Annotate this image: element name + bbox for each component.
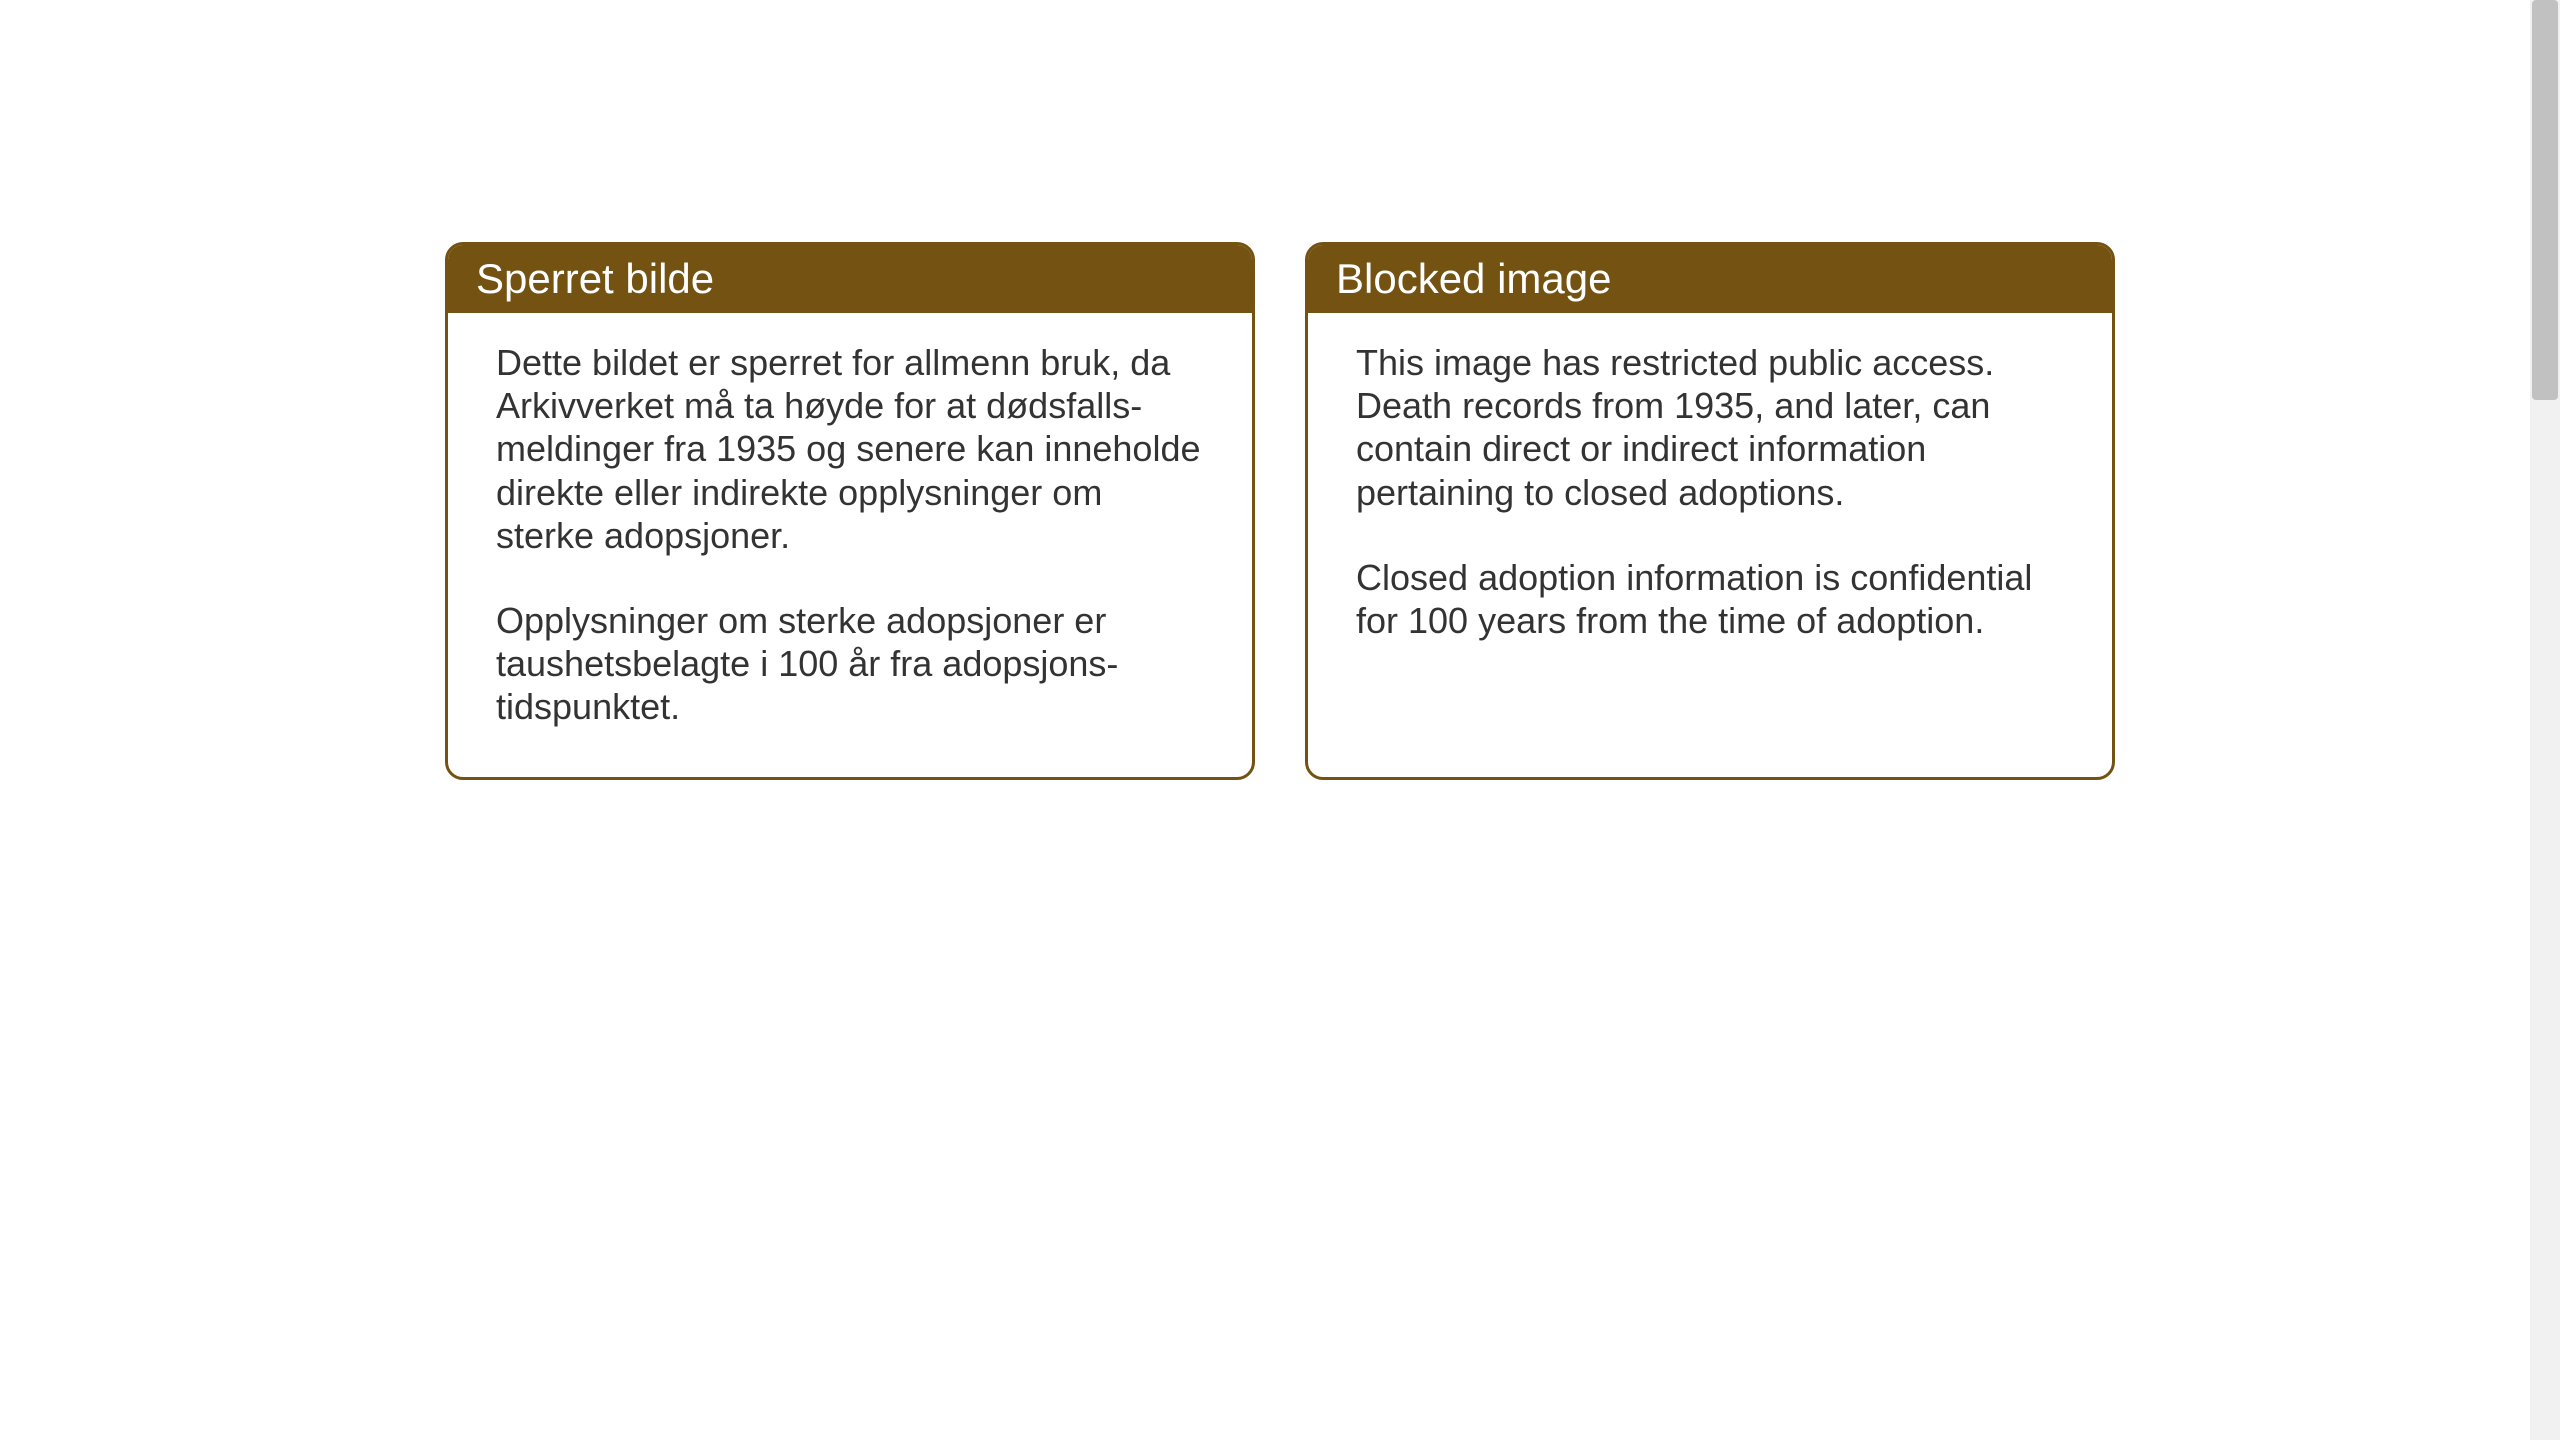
scrollbar-thumb[interactable]	[2532, 0, 2558, 400]
notice-header-english: Blocked image	[1308, 245, 2112, 313]
notice-paragraph-1-norwegian: Dette bildet er sperret for allmenn bruk…	[496, 341, 1204, 557]
vertical-scrollbar[interactable]	[2530, 0, 2560, 1440]
notice-paragraph-2-norwegian: Opplysninger om sterke adopsjoner er tau…	[496, 599, 1204, 729]
notice-header-norwegian: Sperret bilde	[448, 245, 1252, 313]
notice-body-english: This image has restricted public access.…	[1308, 313, 2112, 690]
notices-container: Sperret bilde Dette bildet er sperret fo…	[445, 242, 2115, 780]
notice-paragraph-1-english: This image has restricted public access.…	[1356, 341, 2064, 514]
notice-body-norwegian: Dette bildet er sperret for allmenn bruk…	[448, 313, 1252, 777]
notice-paragraph-2-english: Closed adoption information is confident…	[1356, 556, 2064, 642]
notice-box-norwegian: Sperret bilde Dette bildet er sperret fo…	[445, 242, 1255, 780]
notice-box-english: Blocked image This image has restricted …	[1305, 242, 2115, 780]
